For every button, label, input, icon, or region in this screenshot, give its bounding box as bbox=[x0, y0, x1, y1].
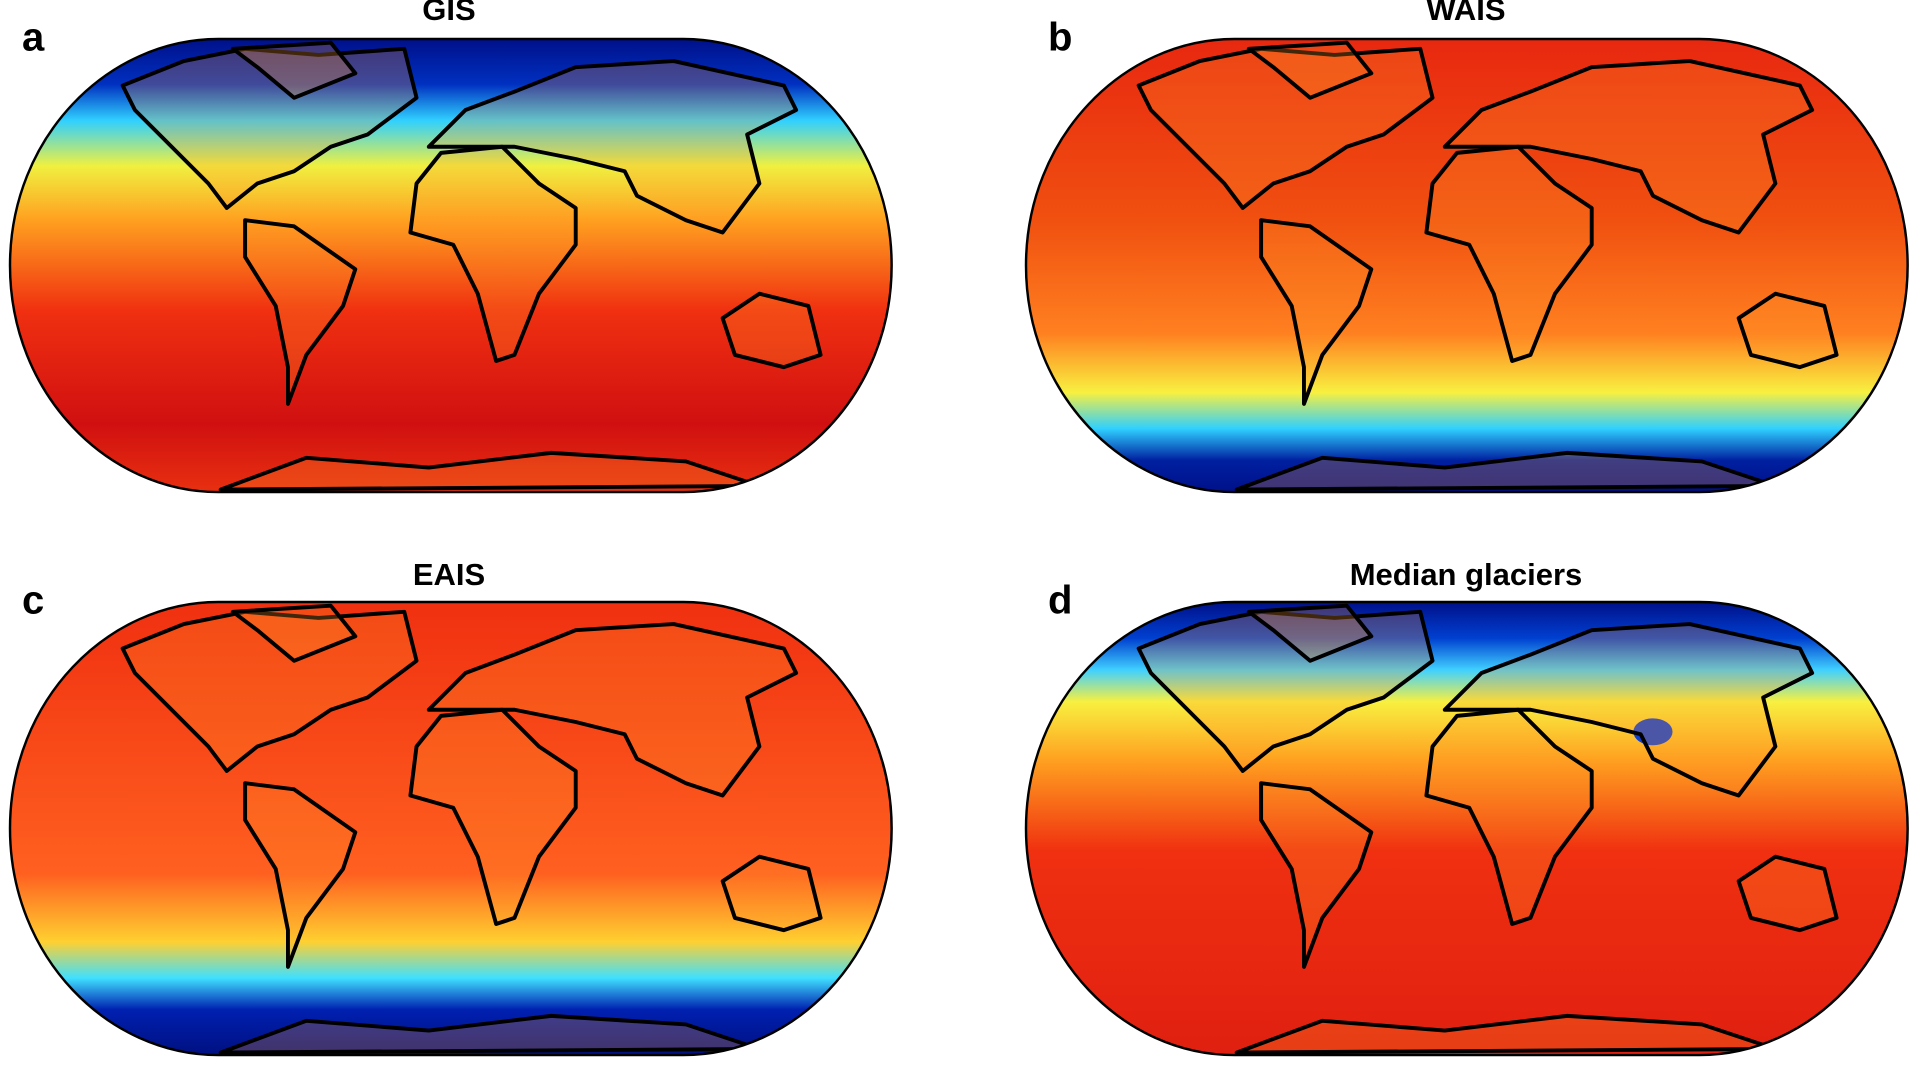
map-panel-b bbox=[1024, 37, 1909, 494]
panel-title: EAIS bbox=[413, 557, 485, 592]
map-panel-d bbox=[1024, 600, 1909, 1057]
map-panel-c bbox=[8, 600, 893, 1057]
panel-label: b bbox=[1048, 16, 1072, 60]
panel-title: Median glaciers bbox=[1350, 557, 1583, 592]
panel-label: d bbox=[1048, 579, 1072, 623]
panel-label: c bbox=[22, 579, 44, 623]
panel-title: WAIS bbox=[1426, 0, 1505, 27]
panel-title: GIS bbox=[422, 0, 475, 27]
map-panel-a bbox=[8, 37, 893, 494]
panel-label: a bbox=[22, 16, 45, 60]
